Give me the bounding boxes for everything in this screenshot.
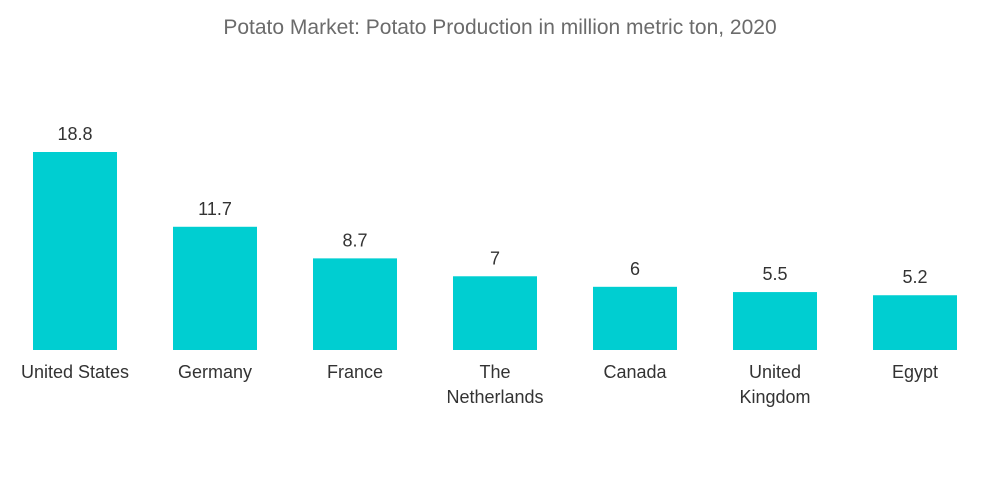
- category-label-line: France: [327, 362, 383, 382]
- bar-6: [873, 295, 957, 350]
- category-label-line: United States: [21, 362, 129, 382]
- chart-title: Potato Market: Potato Production in mill…: [223, 16, 777, 39]
- bar-value-label-5: 5.5: [762, 264, 787, 284]
- bar-value-label-6: 5.2: [902, 267, 927, 287]
- category-label-line: Kingdom: [739, 387, 810, 407]
- category-label-line: United: [749, 362, 801, 382]
- bar-value-label-3: 7: [490, 248, 500, 268]
- bar-1: [173, 226, 257, 350]
- bar-2: [313, 258, 397, 350]
- category-label-3: The Netherlands: [446, 362, 543, 407]
- category-label-line: Egypt: [892, 362, 938, 382]
- bar-3: [453, 276, 537, 350]
- bar-value-label-0: 18.8: [57, 124, 92, 144]
- category-label-1: Germany: [178, 362, 252, 382]
- category-label-0: United States: [21, 362, 129, 382]
- category-label-4: Canada: [603, 362, 667, 382]
- category-label-line: The: [479, 362, 510, 382]
- bar-value-label-2: 8.7: [342, 230, 367, 250]
- bar-4: [593, 286, 677, 350]
- bar-5: [733, 292, 817, 350]
- category-label-line: Netherlands: [446, 387, 543, 407]
- category-label-line: Germany: [178, 362, 252, 382]
- category-label-6: Egypt: [892, 362, 938, 382]
- bar-value-label-1: 11.7: [198, 199, 232, 219]
- category-label-line: Canada: [603, 362, 667, 382]
- category-label-5: United Kingdom: [739, 362, 810, 407]
- category-label-2: France: [327, 362, 383, 382]
- bar-0: [33, 152, 117, 350]
- bar-value-label-4: 6: [630, 259, 640, 279]
